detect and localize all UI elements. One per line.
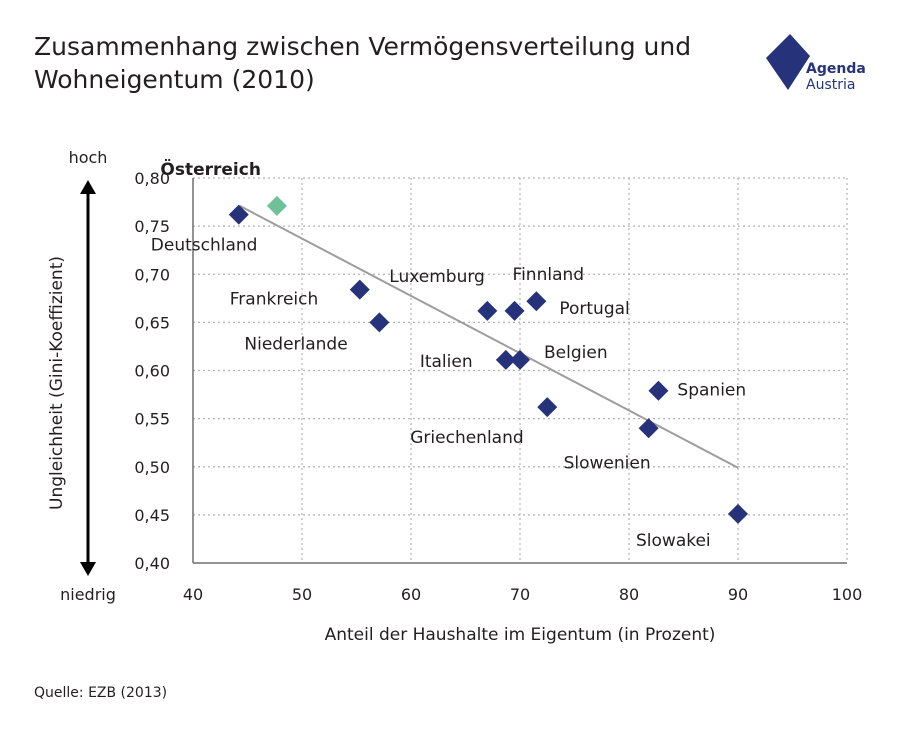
point-label-frankreich: Frankreich: [230, 290, 319, 310]
data-point-niederlande: [369, 312, 390, 333]
data-point-portugal: [526, 291, 547, 312]
point-label-griechenland: Griechenland: [410, 428, 523, 448]
x-tick-label: 80: [619, 585, 639, 604]
chart-title: Zusammenhang zwischen Vermögensverteilun…: [34, 30, 691, 96]
trendline-layer: [239, 205, 739, 469]
point-label-spanien: Spanien: [677, 381, 746, 401]
data-point-belgien: [510, 349, 530, 370]
arrow-up-icon: [80, 180, 96, 194]
data-point-italien: [495, 349, 516, 370]
y-tick-label: 0,70: [134, 265, 170, 284]
trendline: [239, 205, 739, 469]
chart-title-line-2: Wohneigentum (2010): [34, 65, 315, 94]
brand-name-line-2: Austria: [806, 77, 856, 93]
x-tick-label: 90: [728, 585, 748, 604]
y-high-note: hoch: [69, 148, 108, 167]
agenda-austria-logo-icon: [766, 34, 810, 90]
source-note: Quelle: EZB (2013): [34, 685, 168, 701]
point-label-deutschland: Deutschland: [151, 236, 258, 256]
point-label-luxemburg: Luxemburg: [389, 267, 485, 287]
data-point-luxemburg: [477, 300, 498, 321]
x-tick-label: 40: [183, 585, 203, 604]
arrow-down-icon: [80, 562, 96, 576]
data-point-slowakei: [728, 503, 748, 524]
brand-logo-text: Agenda Austria: [806, 61, 866, 93]
x-tick-label: 100: [832, 585, 863, 604]
y-tick-label: 0,50: [134, 458, 170, 477]
y-tick-label: 0,60: [134, 362, 170, 381]
x-tick-label: 60: [401, 585, 421, 604]
y-axis-title: Ungleichheit (Gini-Koeffizient): [47, 256, 67, 510]
brand-name-line-1: Agenda: [806, 61, 866, 77]
labels-layer: Österreich Deutschland Frankreich Niederlan…: [151, 158, 746, 551]
data-point-griechenland: [537, 397, 558, 418]
point-label-italien: Italien: [420, 352, 473, 372]
y-tick-label: 0,80: [134, 169, 170, 188]
point-label-oesterreich: Österreich: [160, 158, 261, 180]
x-axis-title: Anteil der Haushalte im Eigentum (in Pro…: [325, 625, 716, 645]
data-point-finnland: [504, 300, 525, 321]
point-label-niederlande: Niederlande: [244, 334, 347, 354]
x-tick-label: 70: [510, 585, 530, 604]
y-tick-label: 0,55: [134, 410, 170, 429]
grid-layer: [193, 177, 848, 563]
point-label-slowenien: Slowenien: [564, 453, 651, 473]
y-tick-label: 0,75: [134, 217, 170, 236]
axis-layer: 40 50 60 70 80 90 100 0,40 0,45 0,50 0,55 0,60 0,65 0…: [47, 148, 862, 645]
data-point-deutschland: [228, 204, 249, 225]
point-label-finnland: Finnland: [513, 265, 585, 285]
point-label-slowakei: Slowakei: [636, 531, 711, 551]
points-layer: [228, 195, 748, 524]
y-tick-label: 0,40: [134, 554, 170, 573]
y-tick-label: 0,65: [134, 313, 170, 332]
y-low-note: niedrig: [60, 585, 116, 604]
point-label-portugal: Portugal: [559, 299, 629, 319]
data-point-frankreich: [349, 279, 370, 300]
x-tick-label: 50: [292, 585, 312, 604]
data-point-spanien: [648, 380, 669, 401]
data-point-slowenien: [638, 418, 659, 439]
point-label-belgien: Belgien: [544, 343, 608, 363]
chart-title-line-1: Zusammenhang zwischen Vermögensverteilun…: [34, 32, 692, 61]
y-tick-label: 0,45: [134, 506, 170, 525]
data-point-oesterreich: [266, 195, 287, 216]
